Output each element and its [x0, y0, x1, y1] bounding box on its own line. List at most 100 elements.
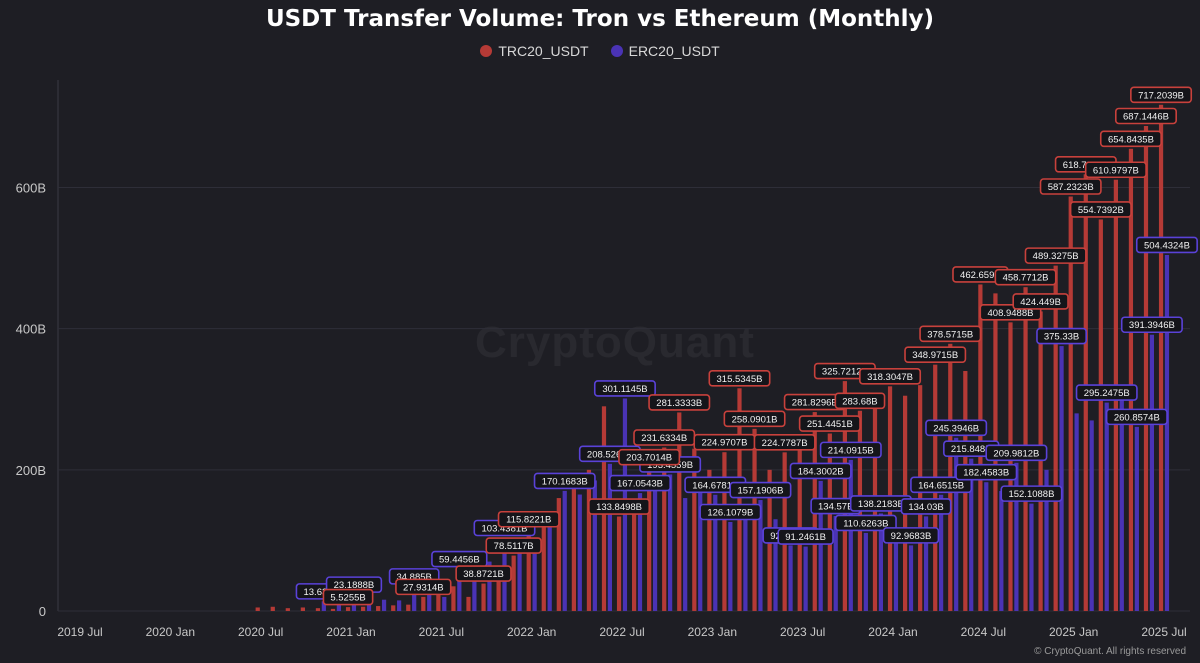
trc20-bar — [571, 476, 576, 611]
trc20-bar — [466, 596, 471, 611]
erc20-bar — [517, 551, 522, 611]
erc20-data-label: 152.1088B — [1008, 489, 1054, 500]
trc20-bar — [692, 448, 697, 611]
erc20-bar — [1164, 254, 1170, 611]
trc20-data-label: 5.5255B — [330, 593, 365, 604]
trc20-bar — [722, 452, 727, 611]
erc20-data-label: 295.2475B — [1084, 388, 1130, 399]
erc20-bar — [713, 494, 718, 611]
trc20-data-label-box — [588, 498, 651, 515]
erc20-bar — [908, 545, 914, 611]
erc20-bar — [1119, 399, 1124, 611]
trc20-bar — [481, 583, 486, 611]
erc20-data-label: 301.1145B — [602, 384, 647, 395]
erc20-data-label-box — [609, 474, 672, 492]
trc20-data-label: 424.449B — [1020, 297, 1061, 308]
erc20-bar — [893, 540, 899, 611]
erc20-data-label: 214.0915B — [828, 445, 874, 456]
erc20-bar — [683, 498, 688, 611]
trc20-data-label-box — [322, 588, 374, 606]
trc20-data-label-box — [395, 578, 452, 596]
trc20-data-label-box — [994, 268, 1057, 286]
erc20-bar — [773, 519, 778, 611]
erc20-bar — [652, 483, 658, 611]
trc20-data-label: 458.7712B — [1003, 273, 1049, 284]
trc20-data-label-box — [1099, 130, 1162, 148]
erc20-data-label-box — [1036, 327, 1087, 345]
erc20-bar — [969, 458, 974, 611]
erc20-bar — [1089, 420, 1094, 611]
erc20-data-label-box — [1000, 485, 1063, 502]
trc20-data-label-box — [798, 415, 861, 432]
erc20-data-label: 126.1079B — [707, 507, 753, 518]
legend-label-erc20: ERC20_USDT — [628, 43, 720, 59]
x-tick-label: 2021 Jan — [326, 625, 375, 639]
erc20-data-label-box — [955, 463, 1018, 481]
trc20-bar — [707, 469, 712, 611]
erc20-data-label: 157.1906B — [737, 486, 783, 497]
trc20-bar — [255, 607, 260, 611]
erc20-data-label-box — [533, 472, 596, 490]
trc20-data-label: 283.68B — [842, 396, 877, 407]
trc20-bar — [315, 608, 321, 611]
erc20-data-label: 504.4324B — [1144, 240, 1190, 251]
trc20-data-label-box — [919, 325, 982, 343]
x-tick-label: 2024 Jul — [961, 625, 1006, 639]
erc20-bar — [1014, 462, 1019, 611]
trc20-data-label: 231.6334B — [641, 433, 687, 444]
trc20-bar — [616, 516, 622, 611]
erc20-bar — [833, 516, 838, 611]
trc20-data-label: 281.8296B — [792, 398, 838, 409]
erc20-data-label: 34.885B — [396, 572, 431, 583]
trc20-bar — [270, 606, 275, 611]
trc20-bar — [631, 505, 637, 611]
trc20-bar — [436, 591, 441, 611]
trc20-data-label-box — [1114, 107, 1177, 125]
erc20-data-label-box — [789, 462, 852, 480]
trc20-data-label: 78.5117B — [494, 541, 534, 552]
x-tick-label: 2020 Jul — [238, 625, 283, 639]
trc20-data-label-box — [497, 510, 560, 528]
trc20-data-label-box — [1084, 161, 1147, 179]
trc20-data-label-box — [1012, 293, 1069, 310]
trc20-bar — [391, 605, 396, 611]
erc20-bar — [487, 561, 492, 611]
legend-item-trc20[interactable]: TRC20_USDT — [480, 43, 589, 59]
erc20-data-label-box — [985, 444, 1048, 462]
erc20-data-label: 92.9683B — [891, 531, 932, 542]
erc20-bar — [472, 579, 477, 611]
trc20-data-label: 408.9488B — [988, 308, 1034, 319]
trc20-bar — [1128, 148, 1134, 612]
erc20-data-label: 138.2183B — [858, 499, 904, 510]
trc20-bar — [842, 381, 847, 611]
trc20-data-label: 251.4451B — [807, 419, 853, 430]
trc20-bar — [345, 607, 351, 611]
erc20-data-label: 170.1683B — [542, 476, 588, 487]
erc20-data-label: 103.4381B — [482, 523, 528, 534]
trc20-data-label-box — [648, 394, 711, 411]
trc20-bar — [285, 608, 290, 611]
legend-item-erc20[interactable]: ERC20_USDT — [610, 43, 720, 59]
erc20-bar — [758, 500, 763, 611]
erc20-data-label-box — [593, 380, 656, 397]
x-tick-label: 2025 Jan — [1049, 625, 1098, 639]
x-tick-label: 2022 Jul — [599, 625, 644, 639]
erc20-data-label-box — [834, 514, 897, 532]
trc20-bar — [1143, 125, 1149, 612]
trc20-bar — [300, 607, 305, 611]
trc20-data-label: 224.9707B — [701, 438, 747, 449]
erc20-data-label: 110.6263B — [843, 518, 888, 529]
x-tick-label: 2020 Jan — [146, 625, 195, 639]
erc20-bar — [999, 491, 1004, 611]
trc20-bar — [496, 568, 501, 611]
trc20-bar — [797, 441, 802, 611]
trc20-bar — [647, 467, 652, 611]
erc20-data-label-box — [819, 441, 882, 459]
erc20-bar — [668, 474, 673, 611]
trc20-bar — [1038, 311, 1043, 611]
erc20-bar — [1104, 402, 1109, 611]
erc20-data-label: 208.5265B — [587, 449, 633, 460]
erc20-bar — [532, 543, 537, 611]
erc20-data-label: 245.3946B — [933, 423, 979, 434]
